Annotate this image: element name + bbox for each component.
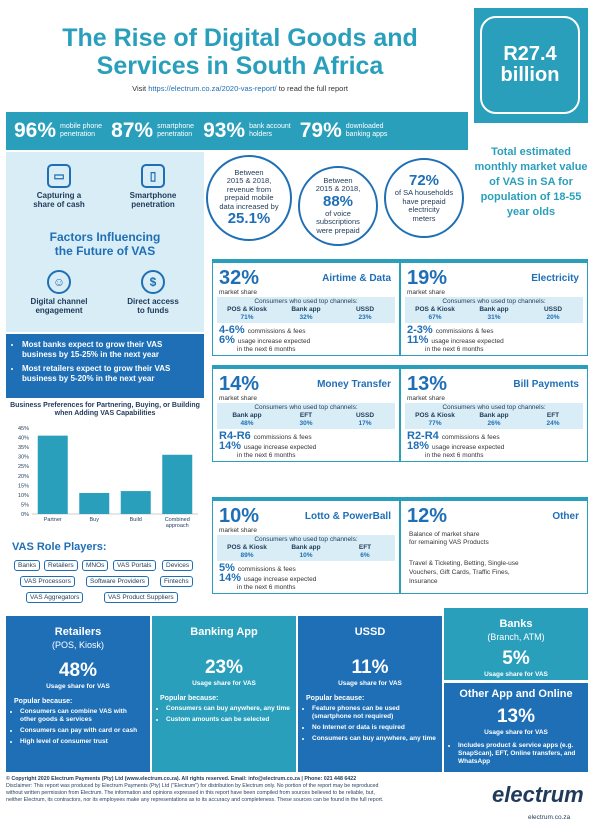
bar-buy	[79, 492, 110, 514]
chart-title: Business Preferences for Partnering, Buy…	[10, 402, 200, 417]
role-tag: Devices	[162, 560, 194, 571]
wallet-icon: ▭	[47, 164, 71, 188]
stat: 93% bank account holders	[203, 119, 291, 142]
x-tick-label: Combined	[165, 517, 190, 523]
x-tick-label: Build	[130, 517, 142, 523]
channel-other-app: Other App and Online 13% Usage share for …	[444, 683, 588, 772]
visit-text: Visit https://electrum.co.za/2020-vas-re…	[132, 84, 348, 93]
factors-title: Factors Influencing the Future of VAS	[49, 230, 161, 258]
role-tag: Retailers	[44, 560, 78, 571]
person-icon: ☺	[47, 270, 71, 294]
role-tag: VAS Product Suppliers	[104, 592, 178, 603]
bar-combined-approach	[162, 454, 193, 514]
bar-partner	[37, 435, 68, 514]
y-tick-label: 40%	[18, 436, 29, 442]
role-tag: VAS Portals	[113, 560, 156, 571]
channel-retailers: Retailers (POS, Kiosk) 48% Usage share for…	[6, 616, 150, 772]
channel-banking-app: Banking App 23% Usage share for VAS Popul…	[152, 616, 296, 772]
role-tag: VAS Aggregators	[26, 592, 84, 603]
vas-card-airtime: 32% market share Airtime & Data Consumers …	[212, 259, 400, 356]
factor: ☺ Digital channel engagement	[24, 270, 94, 315]
stats-strip: 96% mobile phone penetration 87% smartphone…	[6, 112, 468, 150]
y-tick-label: 5%	[21, 502, 29, 508]
stat-circle: Between 2015 & 2018, revenue from prepaid m…	[206, 155, 292, 241]
preferences-chart: Business Preferences for Partnering, Buy…	[6, 402, 204, 534]
report-link[interactable]: https://electrum.co.za/2020-vas-report/	[148, 84, 277, 93]
vas-card-bill-payments: 13% market share Bill Payments Consumers w…	[400, 365, 588, 462]
growth-expectations: Most banks expect to grow their VAS busi…	[6, 334, 204, 398]
footer: © Copyright 2020 Electrum Payments (Pty)…	[6, 776, 384, 803]
vas-card-money-transfer: 14% market share Money Transfer Consumers …	[212, 365, 400, 462]
piggy-bank-icon: $	[141, 270, 165, 294]
bar-chart: 0% 5% 10% 15% 20% 25% 30% 35% 40% 45% Partner Buy Bu…	[18, 426, 198, 529]
x-tick-label: Partner	[44, 517, 62, 523]
y-tick-label: 0%	[21, 512, 29, 518]
vas-card-lotto: 10% market share Lotto & PowerBall Consume…	[212, 497, 400, 594]
electrum-logo: electrum	[492, 782, 584, 807]
stat-circle: Between 2015 & 2018, 88% of voice subscripti…	[298, 166, 378, 246]
y-tick-label: 10%	[18, 493, 29, 499]
role-tag: MNOs	[82, 560, 109, 571]
y-tick-label: 20%	[18, 474, 29, 480]
stat: 96% mobile phone penetration	[14, 119, 103, 142]
y-tick-label: 30%	[18, 455, 29, 461]
market-value-box: R27.4 billion	[474, 8, 588, 123]
y-tick-label: 45%	[18, 426, 29, 432]
page-title: The Rise of Digital Goods and Services i…	[62, 24, 418, 80]
channel-banks: Banks (Branch, ATM) 5% Usage share for VAS	[444, 608, 588, 680]
role-tag: Fintechs	[160, 576, 193, 587]
x-tick-label: approach	[166, 523, 189, 529]
vas-card-electricity: 19% market share Electricity Consumers who…	[400, 259, 588, 356]
factor: ▭ Capturing a share of cash	[24, 164, 94, 209]
role-tag: VAS Processors	[20, 576, 75, 587]
y-tick-label: 15%	[18, 483, 29, 489]
logo-url[interactable]: electrum.co.za	[528, 814, 571, 821]
y-tick-label: 35%	[18, 445, 29, 451]
role-players-title: VAS Role Players:	[12, 541, 107, 553]
market-value-description: Total estimated monthly market value of …	[474, 146, 588, 218]
role-tag: Software Providers	[86, 576, 149, 587]
role-tag: Banks	[14, 560, 41, 571]
channel-ussd: USSD 11% Usage share for VAS Popular beca…	[298, 616, 442, 772]
factors-panel: ▭ Capturing a share of cash ▯ Smartphone pen…	[6, 152, 204, 332]
x-tick-label: Buy	[90, 517, 100, 523]
smartphone-icon: ▯	[141, 164, 165, 188]
factor: $ Direct access to funds	[118, 270, 188, 315]
bar-build	[120, 491, 151, 514]
vas-card-other: 12% Other Balance of market share for rema…	[400, 497, 588, 594]
stat-circle: 72% of SA households have prepaid electrici…	[384, 158, 464, 238]
stat: 79% downloaded banking apps	[299, 119, 388, 142]
stat: 87% smartphone penetration	[111, 119, 195, 142]
factor: ▯ Smartphone penetration	[118, 164, 188, 209]
y-tick-label: 25%	[18, 464, 29, 470]
